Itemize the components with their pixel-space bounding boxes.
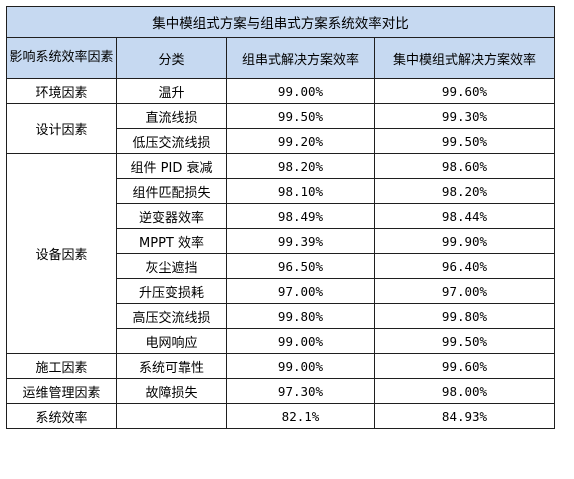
string-value: 99.00%: [226, 78, 375, 104]
header-category: 分类: [116, 37, 227, 79]
central-value: 96.40%: [374, 253, 555, 279]
string-value: 99.39%: [226, 228, 375, 254]
category-cell: 组件 PID 衰减: [116, 153, 227, 179]
central-value: 99.60%: [374, 353, 555, 379]
table-row: 组件匹配损失 98.10% 98.20%: [7, 178, 555, 204]
string-value: 98.10%: [226, 178, 375, 204]
central-value: 99.90%: [374, 228, 555, 254]
central-value: 98.44%: [374, 203, 555, 229]
group-operation: 运维管理因素: [6, 378, 117, 404]
table-row: 设计因素 直流线损 99.50% 99.30%: [6, 103, 555, 154]
string-value: 82.1%: [226, 403, 375, 429]
category-cell: 逆变器效率: [116, 203, 227, 229]
string-value: 99.00%: [226, 353, 375, 379]
table-row: 设备因素 组件 PID 衰减 98.20% 98.60%: [6, 153, 555, 354]
central-value: 97.00%: [374, 278, 555, 304]
string-value: 99.20%: [226, 128, 375, 154]
central-value: 99.60%: [374, 78, 555, 104]
category-cell: 系统可靠性: [116, 353, 227, 379]
header-string-efficiency: 组串式解决方案效率: [226, 37, 375, 79]
central-value: 98.00%: [374, 378, 555, 404]
group-system-efficiency: 系统效率: [6, 403, 117, 429]
category-cell: 电网响应: [116, 328, 227, 354]
header-factor: 影响系统效率因素: [6, 37, 117, 79]
category-cell: 低压交流线损: [116, 128, 227, 154]
central-value: 99.30%: [374, 103, 555, 129]
string-value: 96.50%: [226, 253, 375, 279]
header-central-efficiency: 集中模组式解决方案效率: [374, 37, 555, 79]
string-value: 98.20%: [226, 153, 375, 179]
string-value: 99.00%: [226, 328, 375, 354]
table-row: 运维管理因素 故障损失 97.30% 98.00%: [6, 378, 555, 404]
category-cell: MPPT 效率: [116, 228, 227, 254]
table-row: 环境因素 温升 99.00% 99.60%: [6, 78, 555, 104]
category-cell: 温升: [116, 78, 227, 104]
table-row: 系统效率 82.1% 84.93%: [6, 403, 555, 429]
category-cell: 故障损失: [116, 378, 227, 404]
string-value: 99.50%: [226, 103, 375, 129]
string-value: 99.80%: [226, 303, 375, 329]
table-row: 高压交流线损 99.80% 99.80%: [7, 303, 555, 329]
table-row: 升压变损耗 97.00% 97.00%: [7, 278, 555, 304]
central-value: 99.50%: [374, 328, 555, 354]
central-value: 99.50%: [374, 128, 555, 154]
group-construction: 施工因素: [6, 353, 117, 379]
table-row: 灰尘遮挡 96.50% 96.40%: [7, 253, 555, 279]
central-value: 84.93%: [374, 403, 555, 429]
category-cell: 直流线损: [116, 103, 227, 129]
table-title: 集中模组式方案与组串式方案系统效率对比: [6, 6, 555, 38]
string-value: 98.49%: [226, 203, 375, 229]
group-equipment: 设备因素: [6, 153, 117, 354]
central-value: 98.20%: [374, 178, 555, 204]
central-value: 99.80%: [374, 303, 555, 329]
category-cell: 灰尘遮挡: [116, 253, 227, 279]
efficiency-comparison-table: 集中模组式方案与组串式方案系统效率对比 影响系统效率因素 分类 组串式解决方案效…: [6, 6, 555, 429]
string-value: 97.00%: [226, 278, 375, 304]
string-value: 97.30%: [226, 378, 375, 404]
category-cell: 高压交流线损: [116, 303, 227, 329]
group-design: 设计因素: [6, 103, 117, 154]
table-row: 施工因素 系统可靠性 99.00% 99.60%: [6, 353, 555, 379]
category-cell: 升压变损耗: [116, 278, 227, 304]
central-value: 98.60%: [374, 153, 555, 179]
table-row: MPPT 效率 99.39% 99.90%: [7, 228, 555, 254]
category-cell: 组件匹配损失: [116, 178, 227, 204]
category-cell: [116, 403, 227, 429]
table-row: 低压交流线损 99.20% 99.50%: [7, 128, 555, 154]
group-environment: 环境因素: [6, 78, 117, 104]
table-row: 逆变器效率 98.49% 98.44%: [7, 203, 555, 229]
table-row: 电网响应 99.00% 99.50%: [7, 328, 555, 354]
